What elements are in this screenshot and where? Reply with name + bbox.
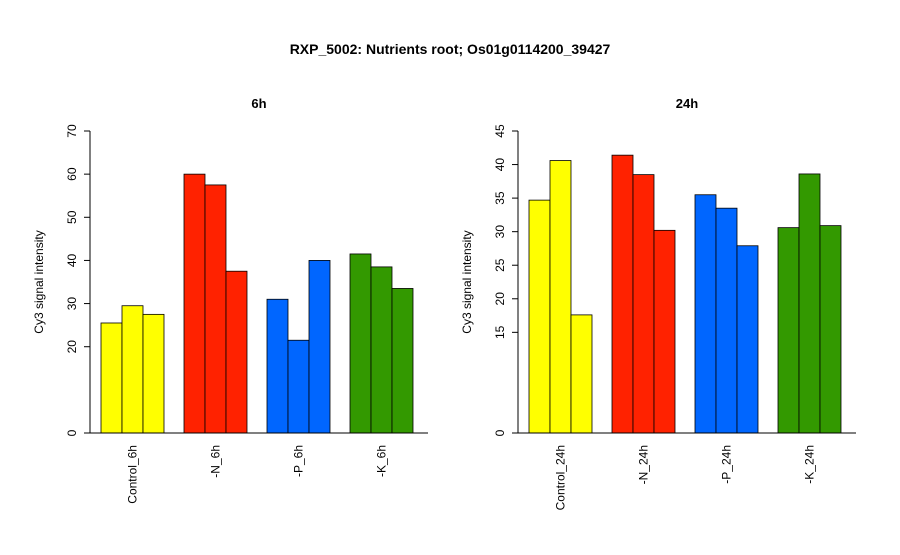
x-category-label: -N_6h — [209, 445, 223, 478]
y-tick-label: 40 — [493, 158, 507, 172]
y-tick-label: 20 — [65, 340, 79, 354]
y-tick-label: 20 — [493, 292, 507, 306]
y-axis-label: Cy3 signal intensity — [32, 230, 46, 333]
y-tick-label: 40 — [65, 253, 79, 267]
panel-title-24h: 24h — [676, 96, 698, 111]
y-tick-label: 60 — [65, 167, 79, 181]
y-tick-label: 30 — [65, 297, 79, 311]
y-tick-label: 15 — [493, 325, 507, 339]
bar-control_6h-2 — [121, 305, 144, 434]
bar--k_24h-3 — [819, 225, 842, 434]
bar--p_24h-2 — [715, 207, 738, 434]
x-category-label: Control_6h — [126, 445, 140, 504]
y-tick-label: 35 — [493, 191, 507, 205]
y-tick-label: 50 — [65, 210, 79, 224]
bar--n_6h-2 — [204, 184, 227, 434]
bar--n_6h-1 — [183, 173, 206, 434]
panel-24h: 24h 0 15 20 25 30 35 40 45 Cy3 signal intensity Co… — [460, 96, 856, 510]
bar--p_6h-2 — [287, 339, 310, 434]
y-axis-label: Cy3 signal intensity — [460, 230, 474, 333]
y-tick-label: 0 — [65, 429, 79, 436]
bar-control_24h-2 — [549, 160, 572, 434]
bar--k_6h-3 — [391, 288, 414, 434]
bar-control_24h-3 — [570, 314, 593, 434]
y-tick-label: 70 — [65, 124, 79, 138]
x-category-label: -K_6h — [375, 445, 389, 477]
y-tick-label: 0 — [493, 429, 507, 436]
x-category-label: -K_24h — [803, 445, 817, 484]
bar--p_6h-3 — [308, 260, 331, 434]
bar--p_6h-1 — [266, 298, 289, 434]
y-tick-label: 30 — [493, 225, 507, 239]
panel-6h: 6h 0 20 30 40 50 60 70 Cy3 signal intensity Contr… — [32, 96, 428, 504]
panel-title-6h: 6h — [251, 96, 266, 111]
y-tick-label: 25 — [493, 258, 507, 272]
bar--p_24h-3 — [736, 245, 759, 434]
figure-title: RXP_5002: Nutrients root; Os01g0114200_3… — [290, 41, 611, 57]
bar--n_24h-1 — [611, 154, 634, 434]
bar-control_6h-1 — [100, 322, 123, 434]
bar--k_24h-1 — [777, 227, 800, 434]
bar--p_24h-1 — [694, 194, 717, 434]
x-category-label: Control_24h — [554, 445, 568, 510]
bar--k_6h-1 — [349, 253, 372, 434]
bar--n_24h-3 — [653, 229, 676, 434]
y-tick-label: 45 — [493, 124, 507, 138]
x-category-label: -P_24h — [720, 445, 734, 484]
bar--k_6h-2 — [370, 266, 393, 434]
bar--n_6h-3 — [225, 270, 248, 434]
x-category-label: -P_6h — [292, 445, 306, 477]
bar-control_24h-1 — [528, 199, 551, 434]
bar--n_24h-2 — [632, 174, 655, 434]
bar-control_6h-3 — [142, 313, 165, 434]
bar--k_24h-2 — [798, 173, 821, 434]
x-category-label: -N_24h — [637, 445, 651, 484]
